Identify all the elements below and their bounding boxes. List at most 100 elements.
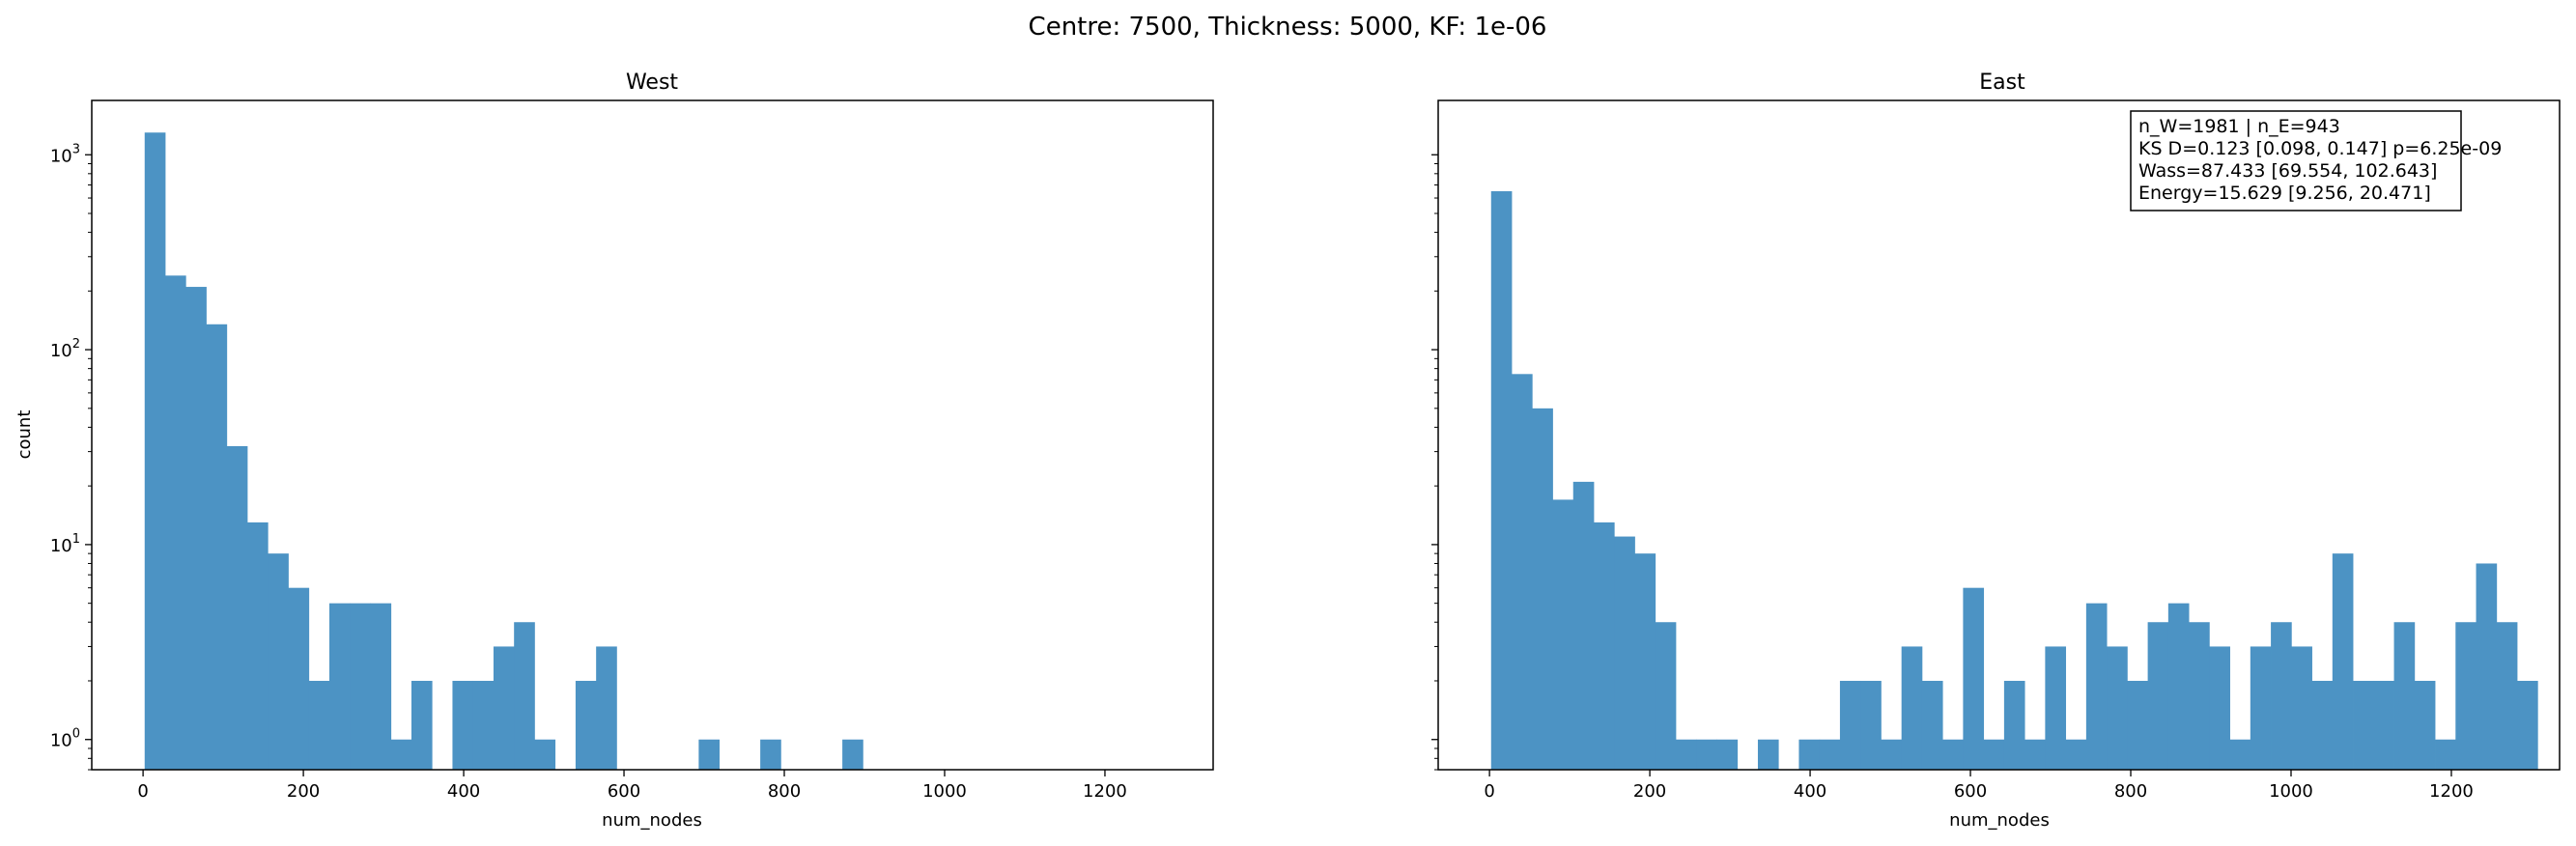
west-y-axis-label: count (14, 410, 35, 460)
stats-line-counts: n_W=1981 | n_E=943 (2138, 116, 2340, 137)
east-y-ticks (1431, 154, 1438, 771)
east-bar (2209, 646, 2230, 770)
stats-box-frame (2130, 110, 2462, 212)
west-x-tick-label: 800 (768, 781, 801, 802)
east-x-tick-label: 200 (1633, 781, 1666, 802)
west-bar (370, 603, 392, 770)
east-bar (2414, 680, 2436, 770)
east-bar (2107, 646, 2128, 770)
west-bar (472, 680, 495, 770)
west-y-ticks: 100 101 102 103 (50, 142, 92, 771)
west-y-tick-label: 100 (50, 727, 80, 751)
east-bar (2455, 622, 2477, 770)
west-bar (760, 739, 781, 770)
west-x-tick-label: 0 (137, 781, 148, 802)
west-bar (268, 553, 289, 770)
west-bar (390, 739, 412, 770)
east-bar (1757, 739, 1779, 770)
west-bar (288, 587, 310, 770)
west-y-tick-label: 101 (50, 532, 80, 556)
east-bar (1860, 680, 1882, 770)
west-bar (247, 522, 269, 770)
west-bar (493, 646, 515, 770)
stats-line-wass: Wass=87.433 [69.554, 102.643] (2138, 160, 2437, 182)
west-bar (410, 680, 433, 770)
east-bar (1901, 646, 1923, 770)
east-panel: East 0 200 400 600 800 1000 1200 num_nodes n_W… (1431, 70, 2561, 831)
west-title: West (626, 70, 678, 95)
east-bar (1552, 499, 1574, 770)
west-y-tick-label: 103 (50, 142, 80, 166)
east-x-tick-label: 1200 (2429, 781, 2474, 802)
west-bar (534, 739, 556, 770)
east-bar (1983, 739, 2005, 770)
east-bar (1512, 374, 1533, 770)
east-bar (1716, 739, 1739, 770)
west-panel: West 0 200 400 600 800 1000 1200 100101102103 … (14, 70, 1214, 831)
west-bars (144, 132, 863, 770)
east-bar (1594, 522, 1615, 770)
east-bar (2435, 739, 2456, 770)
east-x-tick-label: 800 (2114, 781, 2147, 802)
east-bar (2065, 739, 2087, 770)
east-bar (2517, 680, 2538, 770)
west-bar (144, 132, 166, 770)
east-bar (1881, 739, 1903, 770)
east-title: East (1979, 70, 2025, 95)
east-bar (1819, 739, 1841, 770)
stats-line-energy: Energy=15.629 [9.256, 20.471] (2138, 183, 2431, 204)
east-bar (2045, 646, 2067, 770)
east-bar (2353, 680, 2374, 770)
east-bar (2147, 622, 2169, 770)
east-bar (2250, 646, 2272, 770)
east-bar (1696, 739, 1717, 770)
west-bar (596, 646, 617, 770)
west-plot-frame (91, 99, 1214, 771)
east-bar (1798, 739, 1821, 770)
east-bar (2291, 646, 2312, 770)
east-x-tick-label: 0 (1484, 781, 1494, 802)
east-bar (2373, 680, 2394, 770)
west-bar (514, 622, 535, 770)
east-bar (2003, 680, 2025, 770)
west-bar (185, 287, 207, 770)
stats-line-ks: KS D=0.123 [0.098, 0.147] p=6.25e-09 (2138, 138, 2502, 159)
west-x-tick-label: 1000 (922, 781, 967, 802)
stats-annotation-box: n_W=1981 | n_E=943 KS D=0.123 [0.098, 0.… (2130, 110, 2502, 212)
east-bar (2167, 603, 2190, 770)
east-x-tick-label: 1000 (2269, 781, 2313, 802)
east-x-tick-label: 400 (1794, 781, 1826, 802)
west-x-tick-label: 200 (287, 781, 320, 802)
east-x-tick-label: 600 (1954, 781, 1987, 802)
east-bar (1655, 622, 1677, 770)
west-x-tick-label: 1200 (1083, 781, 1127, 802)
east-bar (2189, 622, 2210, 770)
east-bar (2229, 739, 2251, 770)
west-bar (206, 324, 228, 770)
east-bar (1634, 553, 1656, 770)
east-bar (1532, 408, 1553, 770)
east-bar (2496, 622, 2518, 770)
west-x-ticks: 0 200 400 600 800 1000 1200 (137, 770, 1127, 802)
east-bar (1490, 191, 1513, 770)
east-bar (1675, 739, 1697, 770)
east-bar (2085, 603, 2108, 770)
east-bar (2024, 739, 2046, 770)
east-bar (1942, 739, 1964, 770)
west-bar (452, 680, 474, 770)
west-y-tick-label: 102 (50, 337, 80, 361)
west-bar (308, 680, 330, 770)
west-bar (328, 603, 351, 770)
east-bar (1921, 680, 1943, 770)
east-bar (2332, 553, 2354, 770)
west-bar (842, 739, 863, 770)
west-x-tick-label: 400 (447, 781, 480, 802)
east-bar (1614, 536, 1635, 770)
west-x-tick-label: 600 (608, 781, 640, 802)
east-bar (1963, 587, 1985, 770)
east-bar (2127, 680, 2148, 770)
east-bar (1839, 680, 1861, 770)
west-bar (165, 275, 186, 770)
figure-title: Centre: 7500, Thickness: 5000, KF: 1e-06 (1029, 13, 1547, 42)
